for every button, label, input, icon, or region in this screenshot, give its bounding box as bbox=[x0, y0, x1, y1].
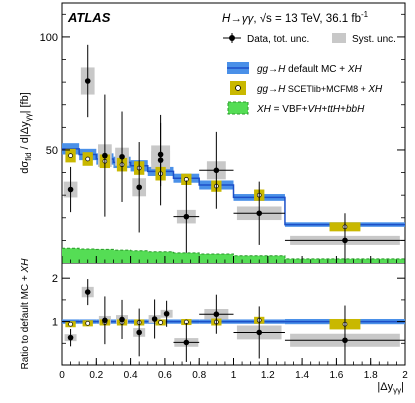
ratio-data-point bbox=[119, 316, 125, 323]
ratio-data-point bbox=[183, 339, 190, 346]
ratio-y-tick-label: 1 bbox=[52, 317, 58, 329]
ratio-data-point bbox=[213, 311, 220, 318]
data-point bbox=[84, 78, 91, 84]
legend: Data, tot. unc. Syst. unc. gg→H default … bbox=[223, 33, 396, 115]
ratio-y-tick-label: 2 bbox=[52, 273, 58, 285]
legend-syst-marker bbox=[332, 33, 346, 43]
top-ylabel: dσfid / d|Δyγγ| [fb] bbox=[19, 92, 33, 174]
ratio-data-point bbox=[102, 317, 108, 324]
x-tick-label: 1.6 bbox=[329, 370, 343, 381]
process-lhs: H bbox=[222, 13, 231, 25]
x-tick-label: 0 bbox=[59, 370, 65, 381]
x-tick-label: 0.6 bbox=[158, 370, 172, 381]
ratio-scetlib-marker bbox=[68, 321, 73, 327]
data-point bbox=[102, 152, 108, 159]
ratio-data-point bbox=[151, 316, 158, 322]
scetlib-marker bbox=[85, 156, 91, 162]
experiment-label: ATLAS bbox=[67, 10, 111, 25]
ratio-scetlib-marker bbox=[158, 320, 163, 325]
x-tick-label: 0.4 bbox=[124, 370, 138, 381]
x-tick-label: 2 bbox=[402, 370, 408, 381]
default-mc-line bbox=[62, 148, 405, 226]
x-tick-label: 1.8 bbox=[364, 370, 378, 381]
legend-scetlib-label: gg→H SCETlib+MCFM8 + XH bbox=[257, 84, 383, 95]
top-panel-plot bbox=[62, 44, 405, 263]
legend-xh-label: XH = VBF+VH+ttH+bbH bbox=[256, 104, 365, 115]
x-tick-label: 1.4 bbox=[295, 370, 309, 381]
data-point bbox=[136, 184, 142, 191]
data-point bbox=[157, 151, 164, 158]
legend-data-label: Data, tot. unc. bbox=[247, 34, 309, 45]
xlabel: |Δyγγ| bbox=[377, 381, 404, 395]
ratio-data-point bbox=[67, 334, 74, 341]
process-arrow: → bbox=[230, 13, 242, 25]
legend-scetlib-marker bbox=[230, 81, 246, 95]
data-point bbox=[256, 210, 263, 217]
x-tick-label: 0.2 bbox=[89, 370, 103, 381]
legend-default-mc-label: gg→H default MC + XH bbox=[257, 64, 363, 75]
process-energy: = 13 TeV, 36.1 fb bbox=[272, 13, 361, 25]
top-y-tick-label: 50 bbox=[46, 145, 58, 157]
legend-syst-label: Syst. unc. bbox=[352, 34, 396, 45]
ratio-data-point bbox=[136, 329, 142, 336]
ratio-data-point bbox=[84, 289, 91, 295]
data-point bbox=[183, 213, 190, 220]
top-y-tick-label: 100 bbox=[40, 32, 58, 44]
ratio-data-point bbox=[256, 329, 263, 336]
scetlib-marker bbox=[68, 153, 73, 158]
process-label: H→γγ, √s = 13 TeV, 36.1 fb-1 bbox=[222, 10, 369, 25]
data-point bbox=[213, 167, 220, 174]
process-sup: -1 bbox=[361, 10, 369, 19]
process-final: γγ bbox=[242, 13, 255, 25]
data-point bbox=[67, 186, 74, 193]
process-sqrt: √s bbox=[260, 12, 272, 25]
x-tick-label: 1.2 bbox=[261, 370, 275, 381]
ratio-panel-plot bbox=[62, 279, 405, 365]
legend-data-marker bbox=[223, 33, 241, 43]
ratio-data-point bbox=[342, 337, 348, 344]
legend-default-mc-marker bbox=[227, 62, 249, 74]
data-point bbox=[119, 153, 125, 160]
x-tick-label: 1 bbox=[231, 370, 237, 381]
data-point bbox=[342, 237, 348, 244]
ratio-ylabel: Ratio to default MC + XH bbox=[20, 258, 31, 370]
axes: 0 0.2 0.4 0.6 0.8 1 1.2 1.4 1.6 1.8 2 50 100 1 2 bbox=[40, 13, 408, 381]
ratio-data-point bbox=[163, 310, 170, 317]
xh-line bbox=[62, 247, 405, 260]
x-tick-label: 0.8 bbox=[192, 370, 206, 381]
legend-xh-marker bbox=[227, 101, 249, 115]
ratio-scetlib-marker bbox=[85, 320, 91, 326]
